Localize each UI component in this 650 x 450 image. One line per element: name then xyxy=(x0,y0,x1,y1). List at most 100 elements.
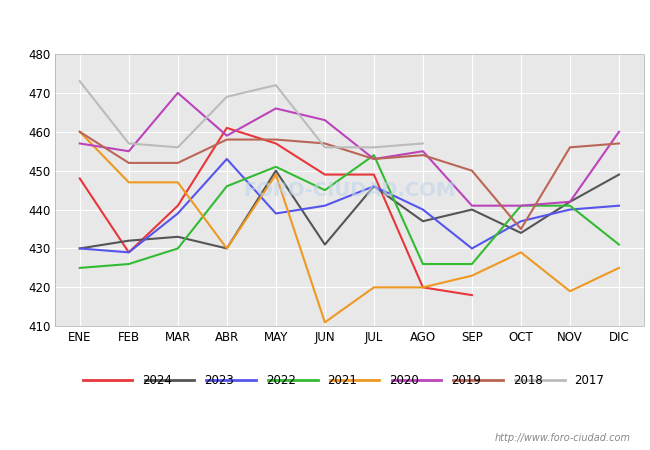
2022 xyxy=(76,246,84,251)
2022 xyxy=(615,203,623,208)
2021 xyxy=(272,164,280,170)
2018 xyxy=(419,153,427,158)
2018 xyxy=(566,144,574,150)
2019 xyxy=(223,133,231,138)
2024 xyxy=(272,141,280,146)
Text: Afiliados en El Campillo a 30/9/2024: Afiliados en El Campillo a 30/9/2024 xyxy=(176,16,474,34)
2022 xyxy=(468,246,476,251)
Text: FORO-CIUDAD.COM: FORO-CIUDAD.COM xyxy=(243,180,456,200)
2017 xyxy=(174,144,182,150)
2018 xyxy=(272,137,280,142)
2024 xyxy=(76,176,84,181)
2017 xyxy=(272,82,280,88)
2019 xyxy=(615,129,623,135)
2022 xyxy=(125,250,133,255)
2023 xyxy=(615,172,623,177)
2020 xyxy=(566,288,574,294)
Text: 2020: 2020 xyxy=(389,374,419,387)
2018 xyxy=(615,141,623,146)
2018 xyxy=(370,156,378,162)
2020 xyxy=(125,180,133,185)
2024 xyxy=(419,285,427,290)
2020 xyxy=(468,273,476,279)
2023 xyxy=(468,207,476,212)
Text: 2017: 2017 xyxy=(575,374,604,387)
2023 xyxy=(272,168,280,173)
2021 xyxy=(321,187,329,193)
2017 xyxy=(321,144,329,150)
2021 xyxy=(370,153,378,158)
Text: http://www.foro-ciudad.com: http://www.foro-ciudad.com xyxy=(495,433,630,443)
2024 xyxy=(468,292,476,298)
2019 xyxy=(419,148,427,154)
2023 xyxy=(321,242,329,247)
2021 xyxy=(566,203,574,208)
2018 xyxy=(174,160,182,166)
2021 xyxy=(468,261,476,267)
2021 xyxy=(223,184,231,189)
2024 xyxy=(223,125,231,130)
2023 xyxy=(517,230,525,236)
2021 xyxy=(76,265,84,270)
Text: 2024: 2024 xyxy=(142,374,172,387)
Line: 2019: 2019 xyxy=(80,93,619,206)
2021 xyxy=(125,261,133,267)
2022 xyxy=(370,184,378,189)
2020 xyxy=(174,180,182,185)
2017 xyxy=(76,78,84,84)
2024 xyxy=(125,250,133,255)
2017 xyxy=(223,94,231,99)
2018 xyxy=(223,137,231,142)
2021 xyxy=(419,261,427,267)
2024 xyxy=(321,172,329,177)
2023 xyxy=(370,184,378,189)
2022 xyxy=(174,211,182,216)
2023 xyxy=(419,219,427,224)
2023 xyxy=(76,246,84,251)
2020 xyxy=(223,246,231,251)
2019 xyxy=(321,117,329,123)
2019 xyxy=(517,203,525,208)
Line: 2017: 2017 xyxy=(80,81,423,147)
Line: 2022: 2022 xyxy=(80,159,619,252)
2021 xyxy=(615,242,623,247)
2022 xyxy=(566,207,574,212)
2023 xyxy=(223,246,231,251)
2024 xyxy=(174,203,182,208)
2020 xyxy=(321,320,329,325)
Line: 2023: 2023 xyxy=(80,171,619,248)
2022 xyxy=(272,211,280,216)
2017 xyxy=(419,141,427,146)
2020 xyxy=(419,285,427,290)
2018 xyxy=(321,141,329,146)
Line: 2024: 2024 xyxy=(80,128,472,295)
Text: 2019: 2019 xyxy=(451,374,481,387)
2021 xyxy=(174,246,182,251)
2023 xyxy=(174,234,182,239)
Text: 2018: 2018 xyxy=(513,374,543,387)
2020 xyxy=(76,129,84,135)
2019 xyxy=(370,156,378,162)
2019 xyxy=(272,106,280,111)
2019 xyxy=(174,90,182,95)
Text: 2022: 2022 xyxy=(266,374,296,387)
2020 xyxy=(272,172,280,177)
2022 xyxy=(223,156,231,162)
2022 xyxy=(321,203,329,208)
2019 xyxy=(468,203,476,208)
2018 xyxy=(125,160,133,166)
2018 xyxy=(517,226,525,232)
2021 xyxy=(517,203,525,208)
Line: 2018: 2018 xyxy=(80,132,619,229)
2018 xyxy=(468,168,476,173)
Line: 2021: 2021 xyxy=(80,155,619,268)
2022 xyxy=(517,219,525,224)
2018 xyxy=(76,129,84,135)
Text: 2023: 2023 xyxy=(204,374,234,387)
2023 xyxy=(566,199,574,204)
2019 xyxy=(566,199,574,204)
2017 xyxy=(125,141,133,146)
Text: 2021: 2021 xyxy=(328,374,358,387)
2022 xyxy=(419,207,427,212)
2024 xyxy=(370,172,378,177)
